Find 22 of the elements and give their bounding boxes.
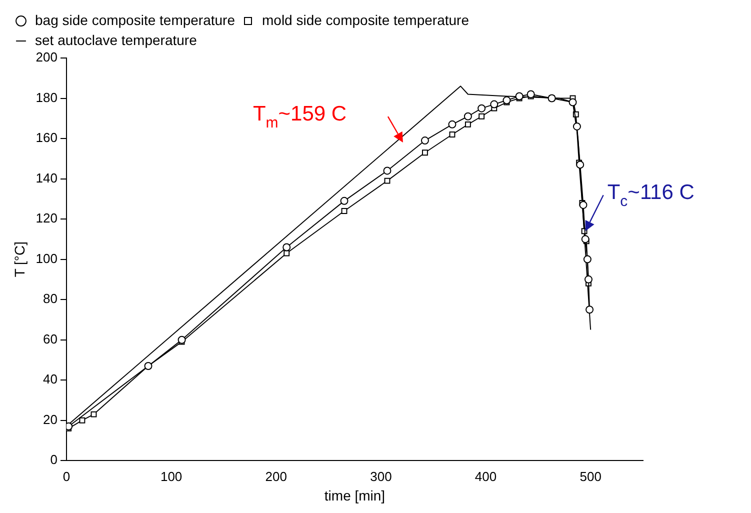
y-tick-label: 200 (36, 50, 58, 65)
y-axis-title: T [°C] (11, 241, 28, 278)
y-tick-label: 100 (36, 250, 58, 266)
x-tick-label: 100 (160, 468, 182, 484)
y-tick-label: 120 (36, 210, 58, 226)
legend-label: mold side composite temperature (262, 12, 470, 28)
legend-label: bag side composite temperature (35, 12, 236, 28)
x-tick-label: 200 (265, 468, 287, 484)
legend-label: set autoclave temperature (35, 32, 198, 48)
y-tick-label: 140 (36, 170, 58, 186)
y-tick-label: 60 (43, 331, 58, 346)
x-tick-label: 500 (580, 468, 602, 484)
y-tick-label: 180 (36, 90, 58, 105)
y-tick-label: 20 (43, 412, 58, 427)
x-tick-label: 400 (474, 468, 497, 484)
y-tick-label: 40 (43, 372, 58, 387)
y-tick-label: 80 (43, 291, 58, 306)
x-axis-title: time [min] (324, 487, 386, 504)
y-tick-label: 160 (36, 130, 58, 146)
x-tick-label: 300 (370, 468, 392, 484)
y-tick-label: 0 (50, 452, 58, 468)
x-tick-label: 0 (62, 468, 70, 484)
